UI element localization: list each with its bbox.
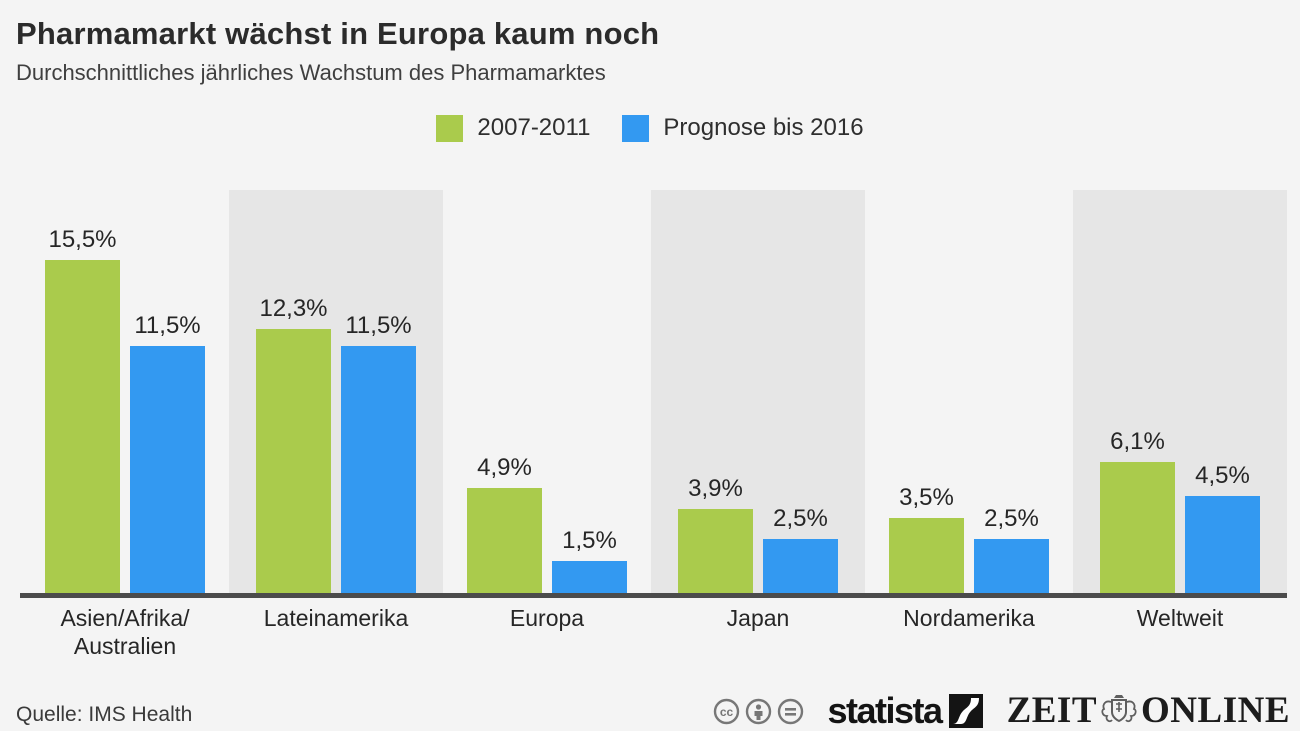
footer-branding: cc statista ZEIT ONLINE bbox=[713, 692, 1290, 730]
bar-series1-group4 bbox=[974, 539, 1049, 593]
category-label: Lateinamerika bbox=[263, 605, 409, 631]
zeit-crest-icon bbox=[1101, 695, 1137, 723]
category-label: Weltweit bbox=[1136, 605, 1224, 631]
bar-series0-group4 bbox=[889, 518, 964, 593]
cc-by-icon bbox=[745, 698, 771, 724]
chart-legend: 2007-2011 Prognose bis 2016 bbox=[0, 114, 1300, 142]
value-label: 3,5% bbox=[899, 484, 954, 511]
value-label: 1,5% bbox=[562, 527, 617, 554]
bar-series1-group5 bbox=[1185, 496, 1260, 593]
statista-logo[interactable]: statista bbox=[827, 690, 983, 731]
legend-label: Prognose bis 2016 bbox=[663, 114, 864, 141]
cc-license-badge[interactable]: cc bbox=[713, 698, 804, 725]
legend-label: 2007-2011 bbox=[477, 114, 591, 141]
category-label: Nordamerika bbox=[903, 605, 1035, 631]
bar-chart: 15,5% 11,5% Asien/Afrika/ Australien 12,3% 1… bbox=[0, 190, 1300, 660]
value-label: 12,3% bbox=[259, 295, 328, 322]
zeit-logo-text: ZEIT bbox=[1006, 690, 1098, 731]
online-logo-text: ONLINE bbox=[1141, 690, 1290, 731]
bar-group-5: 6,1% 4,5% Weltweit bbox=[1073, 190, 1287, 631]
value-label: 15,5% bbox=[48, 226, 117, 253]
x-axis-line bbox=[20, 593, 1287, 598]
category-label: Asien/Afrika/ Australien bbox=[60, 605, 190, 659]
bar-group-0: 15,5% 11,5% Asien/Afrika/ Australien bbox=[18, 190, 232, 659]
value-label: 6,1% bbox=[1110, 428, 1165, 455]
category-label: Japan bbox=[726, 605, 790, 631]
bar-series0-group3 bbox=[678, 509, 753, 593]
legend-item-prognose: Prognose bis 2016 bbox=[622, 114, 864, 142]
legend-swatch-blue bbox=[622, 114, 650, 142]
category-label: Europa bbox=[509, 605, 585, 631]
bar-series1-group2 bbox=[552, 561, 627, 593]
bar-series1-group0 bbox=[130, 346, 205, 593]
svg-text:cc: cc bbox=[719, 705, 733, 719]
value-label: 2,5% bbox=[984, 505, 1039, 532]
legend-item-2007-2011: 2007-2011 bbox=[436, 114, 590, 142]
bar-series1-group3 bbox=[763, 539, 838, 593]
cc-icon: cc bbox=[713, 698, 739, 724]
bar-series0-group5 bbox=[1100, 462, 1175, 593]
bar-series0-group1 bbox=[256, 329, 331, 593]
cc-nd-icon bbox=[777, 698, 803, 724]
value-label: 11,5% bbox=[134, 312, 201, 339]
bar-group-2: 4,9% 1,5% Europa bbox=[440, 190, 654, 631]
bar-series1-group1 bbox=[341, 346, 416, 593]
value-label: 4,9% bbox=[477, 454, 532, 481]
bar-series0-group0 bbox=[45, 260, 120, 593]
bar-group-3: 3,9% 2,5% Japan bbox=[651, 190, 865, 631]
zeit-online-logo[interactable]: ZEIT ONLINE bbox=[1006, 690, 1290, 731]
legend-swatch-green bbox=[436, 114, 464, 142]
value-label: 4,5% bbox=[1195, 462, 1250, 489]
source-text: Quelle: IMS Health bbox=[16, 703, 193, 726]
page-title: Pharmamarkt wächst in Europa kaum noch bbox=[16, 16, 660, 51]
bar-group-1: 12,3% 11,5% Lateinamerika bbox=[229, 190, 443, 631]
bar-series0-group2 bbox=[467, 488, 542, 593]
value-label: 3,9% bbox=[688, 475, 743, 502]
value-label: 11,5% bbox=[345, 312, 412, 339]
statista-logo-icon bbox=[948, 694, 983, 728]
statista-logo-text: statista bbox=[827, 690, 944, 731]
bar-group-4: 3,5% 2,5% Nordamerika bbox=[862, 190, 1076, 631]
value-label: 2,5% bbox=[773, 505, 828, 532]
page-subtitle: Durchschnittliches jährliches Wachstum d… bbox=[16, 60, 606, 85]
